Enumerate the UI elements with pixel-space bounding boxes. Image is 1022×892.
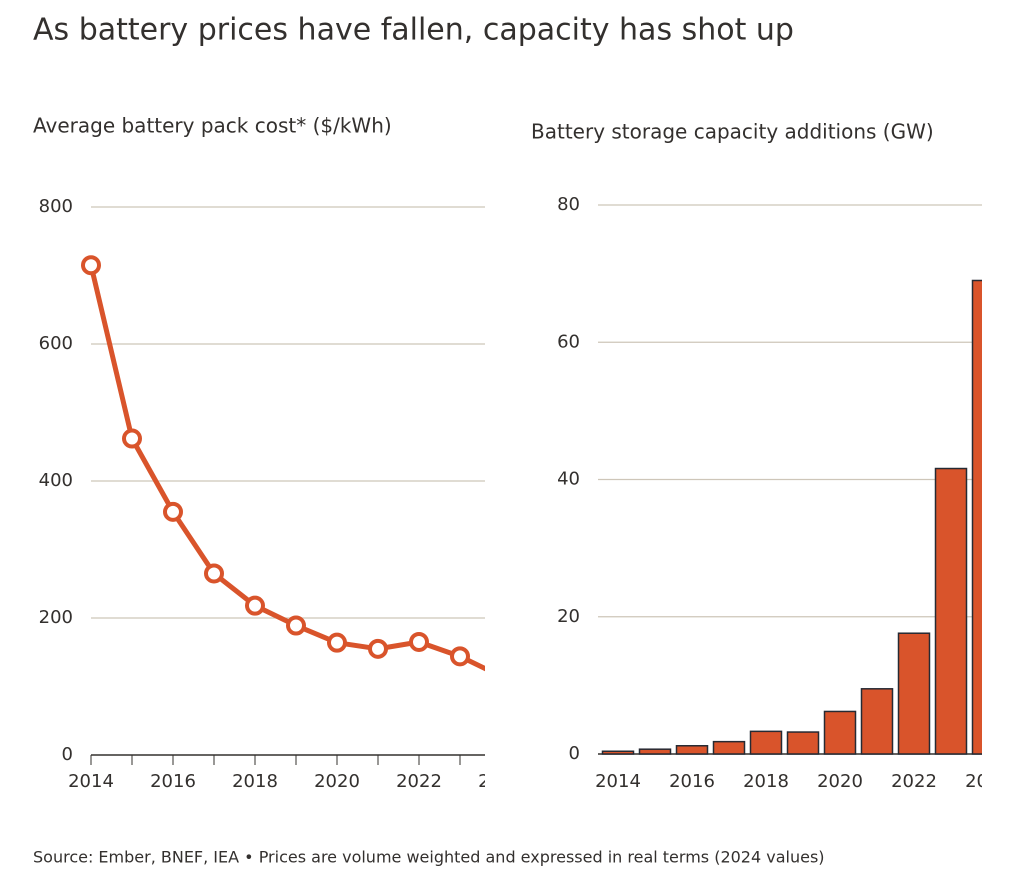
point [163, 501, 183, 522]
point [409, 631, 429, 652]
point [368, 638, 388, 659]
point [245, 595, 265, 616]
point [81, 255, 101, 276]
y-tick-label: 400 [39, 470, 73, 491]
y-tick-label: 600 [39, 333, 73, 354]
bar [971, 279, 982, 755]
x-tick-label: 2022 [396, 771, 442, 792]
y-tick-label: 20 [557, 606, 580, 627]
point [493, 668, 509, 684]
y-tick-label: 40 [557, 469, 580, 490]
y-tick-label: 60 [557, 331, 580, 352]
bar [675, 745, 709, 755]
source-note: Source: Ember, BNEF, IEA • Prices are vo… [33, 848, 825, 867]
x-tick-label: 2024 [965, 771, 1011, 792]
y-tick-label: 800 [39, 196, 73, 217]
bar [638, 748, 672, 755]
chart-title: Average battery pack cost* ($/kWh) [33, 114, 392, 138]
bar [897, 632, 931, 755]
point [327, 632, 347, 653]
point [450, 646, 470, 667]
chart-title: Battery storage capacity additions (GW) [531, 120, 934, 144]
x-tick-label: 2022 [891, 771, 937, 792]
x-tick-label: 2016 [150, 771, 196, 792]
y-tick-label: 0 [62, 744, 73, 765]
bar [934, 467, 968, 755]
right-plot: 0 20 40 60 80 2014 2016 2018 2020 2022 2024 [557, 194, 1011, 792]
x-tick-label: 2014 [68, 771, 114, 792]
point [204, 563, 224, 584]
x-tick-label: 2014 [595, 771, 641, 792]
x-tick-label: 2024 [478, 771, 524, 792]
point [122, 428, 142, 449]
point [286, 615, 306, 636]
x-tick-label: 2018 [232, 771, 278, 792]
bar [601, 750, 635, 755]
y-tick-label: 200 [39, 607, 73, 628]
bar [823, 710, 857, 755]
x-tick-label: 2018 [743, 771, 789, 792]
x-tick-label: 2020 [314, 771, 360, 792]
bar [712, 740, 746, 755]
cost-line [88, 264, 485, 672]
y-tick-label: 80 [557, 194, 580, 215]
bar [860, 688, 894, 755]
x-tick-label: 2016 [669, 771, 715, 792]
x-tick-label: 2020 [817, 771, 863, 792]
bar [749, 730, 783, 755]
left-plot: 0 200 400 600 800 2014 2016 2018 2020 2022 2024 [39, 196, 524, 792]
page-title: As battery prices have fallen, capacity … [33, 13, 794, 48]
bar [786, 731, 820, 755]
y-tick-label: 0 [569, 743, 580, 764]
